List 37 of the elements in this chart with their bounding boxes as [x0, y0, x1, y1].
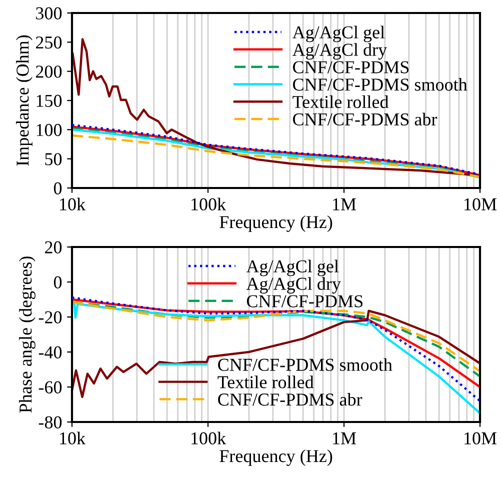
x-axis-title: Frequency (Hz)	[220, 449, 332, 466]
y-tick-label: 300	[36, 7, 62, 20]
y-tick-label: 50	[45, 153, 62, 166]
y-tick-label: -60	[38, 381, 62, 394]
y-tick-label: -80	[38, 416, 62, 428]
y-tick-label: 20	[45, 241, 62, 254]
x-tick-label: 10M	[464, 198, 497, 210]
legend-label: Ag/AgCl dry	[246, 277, 341, 294]
y-tick-label: 200	[36, 66, 62, 78]
legend-label: Textile rolled	[218, 376, 314, 388]
x-tick-label: 1M	[333, 198, 356, 210]
y-tick-label: 150	[36, 94, 62, 107]
y-tick-label: -40	[38, 346, 62, 358]
y-tick-label: 0	[54, 276, 62, 288]
legend-label: Textile rolled	[292, 95, 389, 108]
y-axis-title: Impedance (Ohm)	[16, 35, 32, 166]
legend-label: CNF/CF-PDMS smooth	[218, 358, 392, 371]
y-tick-label: 0	[54, 182, 62, 194]
legend-label: CNF/CF-PDMS abr	[218, 392, 362, 406]
x-tick-label: 10k	[60, 198, 86, 210]
x-tick-label: 100k	[192, 198, 226, 210]
x-axis-title: Frequency (Hz)	[220, 215, 332, 232]
x-tick-label: 10M	[464, 432, 497, 444]
legend-label: CNF/CF-PDMS	[293, 61, 409, 74]
y-tick-label: -20	[38, 311, 62, 324]
y-axis-title: Phase angle (degrees)	[19, 256, 36, 413]
y-tick-label: 250	[36, 36, 62, 49]
x-tick-label: 100k	[192, 432, 226, 444]
legend-label: CNF/CF-PDMS	[246, 295, 362, 308]
y-tick-label: 100	[36, 124, 62, 136]
legend-label: Ag/AgCl gel	[246, 260, 339, 276]
legend-label: CNF/CF-PDMS smooth	[293, 78, 468, 91]
x-tick-label: 10k	[60, 432, 86, 444]
legend-label: CNF/CF-PDMS abr	[293, 112, 438, 126]
x-tick-label: 1M	[333, 432, 356, 444]
legend-label: Ag/AgCl gel	[292, 26, 385, 42]
legend-label: Ag/AgCl dry	[292, 43, 387, 60]
